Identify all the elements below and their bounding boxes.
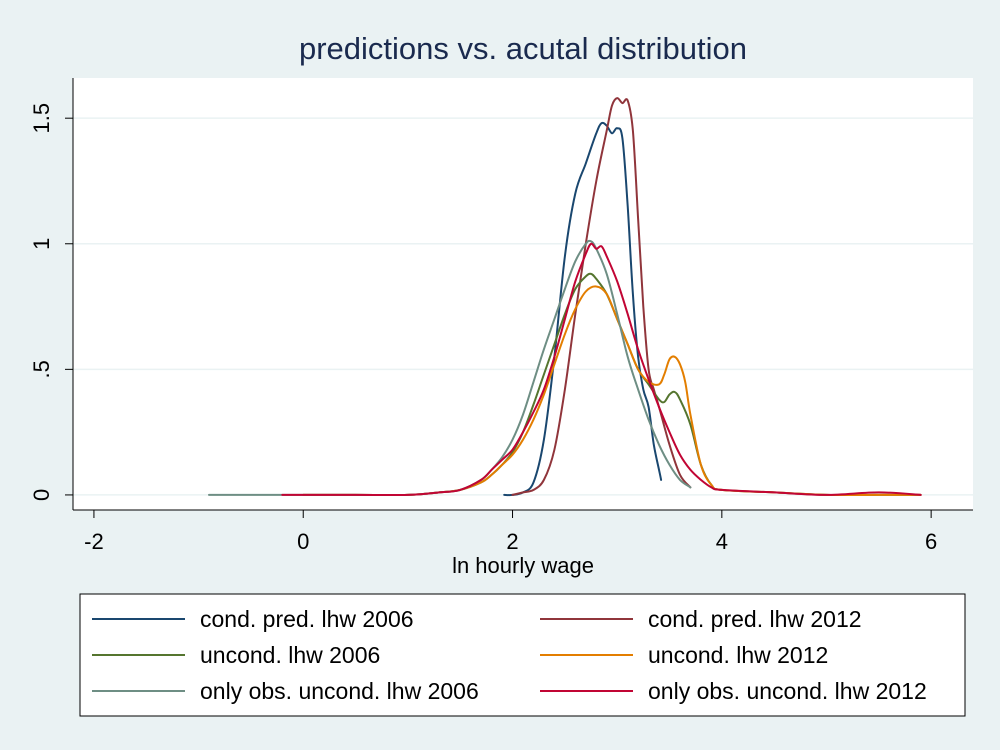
series-line-3 [302, 285, 922, 497]
legend [79, 593, 966, 717]
x-tick-label-4: 6 [925, 529, 937, 554]
x-axis-title: ln hourly wage [452, 553, 594, 578]
legend-label-4: only obs. uncond. lhw 2006 [200, 678, 479, 704]
plot-area [73, 78, 973, 510]
y-tick-label-0: 0 [29, 489, 54, 501]
series-line-5 [281, 242, 922, 497]
y-tick-label-1: .5 [29, 360, 54, 378]
x-tick-label-1: 0 [297, 529, 309, 554]
y-ticks: 0 .5 1 1.5 [29, 103, 73, 501]
x-tick-label-3: 4 [716, 529, 728, 554]
x-ticks: -2 0 2 4 6 [84, 510, 937, 554]
legend-label-0: cond. pred. lhw 2006 [200, 606, 414, 632]
legend-label-5: only obs. uncond. lhw 2012 [648, 678, 927, 704]
y-tick-label-3: 1.5 [29, 103, 54, 134]
legend-items: cond. pred. lhw 2006 cond. pred. lhw 2012… [92, 606, 927, 704]
series-layer [208, 97, 922, 497]
legend-label-3: uncond. lhw 2012 [648, 642, 828, 668]
legend-label-2: uncond. lhw 2006 [200, 642, 380, 668]
chart-title: predictions vs. acutal distribution [299, 31, 747, 66]
x-tick-label-2: 2 [506, 529, 518, 554]
y-tick-label-2: 1 [29, 238, 54, 250]
legend-label-1: cond. pred. lhw 2012 [648, 606, 862, 632]
x-tick-label-0: -2 [84, 529, 104, 554]
